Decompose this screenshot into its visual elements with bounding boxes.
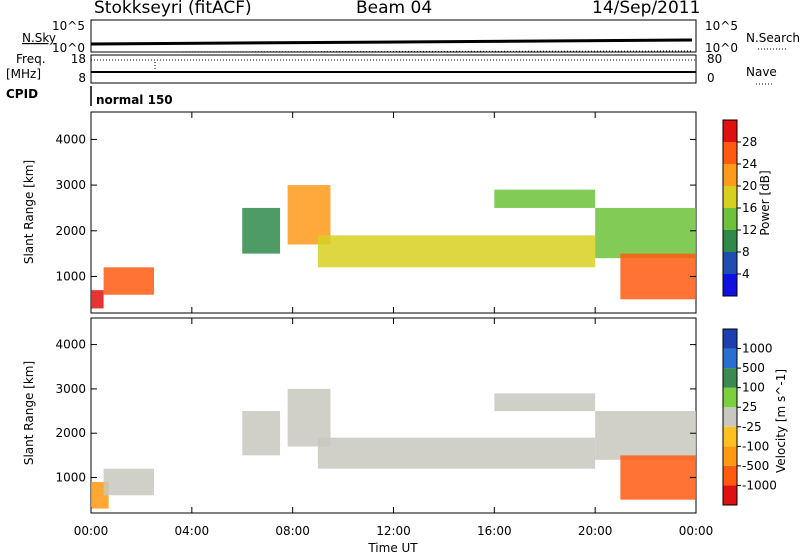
power-panel: Slant Range [km] 1000 2000 3000 4000 (22, 111, 697, 314)
power-band-7 (620, 253, 696, 300)
velocity-colorbar-seg-5 (723, 387, 737, 408)
nsky-panel: N.Sky 10^5 10^0 10^5 10^0 N.Search (22, 19, 800, 55)
date-title: 14/Sep/2011 (592, 0, 701, 18)
velocity-band-7 (620, 455, 696, 500)
power-band-2 (242, 207, 281, 254)
nsearch-trace (149, 50, 693, 53)
power-colorbar-label-5: 24 (742, 157, 757, 171)
x-tick-label-2: 08:00 (275, 524, 310, 538)
freq-tick-bottom: 8 (78, 71, 86, 85)
velocity-colorbar-label-1: 500 (742, 361, 765, 375)
power-colorbar-seg-3 (723, 208, 737, 230)
velocity-band-4 (317, 437, 596, 469)
beam-title: Beam 04 (356, 0, 433, 18)
velocity-colorbar-seg-4 (723, 407, 737, 427)
velocity-colorbar-frame (722, 328, 738, 506)
x-tick-label-1: 04:00 (175, 524, 210, 538)
power-band-0 (91, 290, 104, 309)
velocity-colorbar-label-5: -100 (742, 439, 769, 453)
velocity-colorbar-seg-8 (723, 329, 737, 349)
velocity-colorbar-label: Velocity [m s^-1] (774, 369, 788, 473)
power-colorbar-label-2: 12 (742, 223, 757, 237)
power-ytick-label-1: 2000 (55, 224, 86, 238)
x-axis: 00:00 04:00 08:00 12:00 16:00 20:00 00:00 (74, 524, 714, 538)
velocity-ylabel: Slant Range [km] (22, 361, 36, 465)
power-colorbar-seg-4 (723, 186, 737, 208)
power-colorbar-label-1: 8 (742, 245, 750, 259)
power-colorbar-seg-0 (723, 274, 737, 296)
nsearch-tick-top: 10^5 (705, 19, 738, 33)
x-tick-label-4: 16:00 (477, 524, 512, 538)
power-band-1 (103, 267, 155, 295)
nsky-trace (90, 38, 693, 46)
velocity-band-5 (494, 393, 596, 412)
nsky-label: N.Sky (22, 31, 56, 45)
nsky-tick-top: 10^5 (52, 19, 85, 33)
power-band-3 (287, 185, 331, 245)
power-band-5 (494, 189, 596, 208)
power-colorbar-seg-5 (723, 164, 737, 186)
power-colorbar-seg-7 (723, 120, 737, 142)
station-title: Stokkseyri (fitACF) (94, 0, 252, 18)
x-tick-label-0: 00:00 (74, 524, 109, 538)
velocity-colorbar-label-7: -1000 (742, 478, 777, 492)
velocity-colorbar-seg-1 (723, 465, 737, 486)
nsearch-label: N.Search (746, 31, 800, 45)
power-colorbar: 4 8 12 16 20 24 28 (722, 119, 757, 297)
velocity-colorbar-label-6: -500 (742, 459, 769, 473)
velocity-colorbar-seg-2 (723, 446, 737, 466)
nave-tick-bottom: 0 (707, 71, 715, 85)
power-colorbar-label-4: 20 (742, 179, 757, 193)
cpid-row: CPID normal 150 (6, 86, 173, 107)
nave-tick-top: 80 (707, 52, 722, 66)
velocity-band-1 (103, 468, 155, 496)
velocity-colorbar-seg-3 (723, 426, 737, 447)
power-colorbar-seg-1 (723, 252, 737, 274)
power-ytick-label-2: 3000 (55, 178, 86, 192)
x-tick-label-3: 12:00 (376, 524, 411, 538)
power-colorbar-label-6: 28 (742, 135, 757, 149)
velocity-band-3 (287, 388, 331, 447)
velocity-colorbar-seg-7 (723, 348, 737, 369)
velocity-ytick-label-0: 1000 (55, 471, 86, 485)
nsky-tick-bottom: 10^0 (52, 41, 85, 55)
velocity-colorbar-label-4: -25 (742, 420, 762, 434)
power-ytick-label-0: 1000 (55, 269, 86, 283)
velocity-colorbar-seg-6 (723, 368, 737, 388)
velocity-ytick-label-3: 4000 (55, 338, 86, 352)
power-colorbar-seg-2 (723, 230, 737, 252)
power-ytick-label-3: 4000 (55, 132, 86, 146)
velocity-colorbar-label-2: 100 (742, 381, 765, 395)
freq-frame (90, 54, 697, 84)
velocity-colorbar-label-0: 1000 (742, 342, 773, 356)
velocity-band-2 (242, 411, 281, 456)
power-colorbar-label: Power [dB] (758, 170, 772, 235)
power-colorbar-seg-6 (723, 142, 737, 164)
velocity-ytick-label-1: 2000 (55, 426, 86, 440)
x-tick-label-5: 20:00 (578, 524, 613, 538)
freq-label-2: [MHz] (6, 67, 41, 81)
velocity-colorbar-seg-0 (723, 485, 737, 505)
velocity-ytick-label-2: 3000 (55, 382, 86, 396)
power-colorbar-label-0: 4 (742, 267, 750, 281)
power-colorbar-label-3: 16 (742, 201, 757, 215)
freq-tick-top: 18 (71, 52, 86, 66)
cpid-value: normal 150 (96, 93, 173, 107)
x-tick-label-6: 00:00 (679, 524, 714, 538)
nsearch-tick-bottom: 10^0 (705, 41, 738, 55)
freq-label-1: Freq. (16, 52, 46, 66)
velocity-band-6 (595, 411, 696, 460)
velocity-colorbar-label-3: 25 (742, 400, 757, 414)
velocity-colorbar: 1000 500 100 25 -25 -100 -500 -1000 (722, 328, 777, 506)
x-axis-label: Time UT (367, 541, 418, 554)
power-band-4 (317, 235, 596, 268)
cpid-label: CPID (6, 87, 38, 101)
nave-label: Nave (746, 65, 777, 79)
nsky-frame (90, 19, 697, 53)
power-band-6 (595, 207, 696, 259)
power-ylabel: Slant Range [km] (22, 160, 36, 264)
freq-panel: Freq. [MHz] 18 8 80 0 Nave (6, 52, 777, 85)
velocity-panel: Slant Range [km] 1000 2000 3000 4000 (22, 317, 697, 514)
